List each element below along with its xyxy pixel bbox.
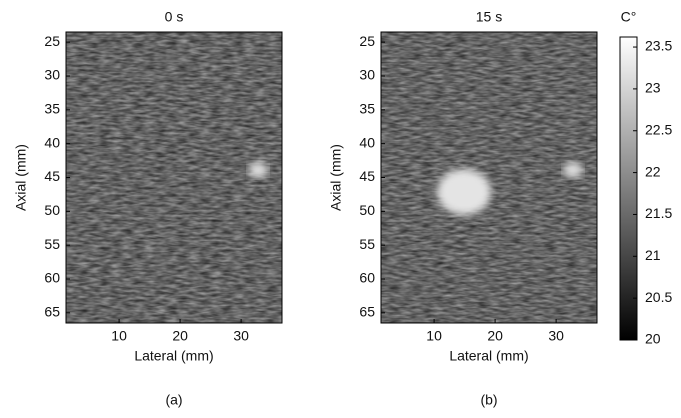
panel-caption: (b)	[480, 392, 497, 408]
colorbar-tick-label: 23	[645, 80, 661, 96]
panel-caption: (a)	[165, 392, 182, 408]
y-tick-label: 40	[44, 134, 60, 150]
heated-region	[437, 169, 491, 215]
y-tick-label: 65	[44, 304, 60, 320]
y-tick-label: 55	[359, 236, 375, 252]
colorbar-tick-label: 20	[645, 331, 661, 347]
y-tick-label: 50	[359, 202, 375, 218]
y-tick-label: 60	[44, 270, 60, 286]
y-axis-label: Axial (mm)	[328, 144, 344, 211]
colorbar	[619, 36, 638, 341]
y-tick-label: 45	[44, 168, 60, 184]
y-tick-label: 55	[44, 236, 60, 252]
colorbar-tick-label: 21.5	[645, 205, 672, 221]
y-tick-label: 35	[44, 101, 60, 117]
x-axis-label: Lateral (mm)	[134, 348, 213, 364]
panel-title: 0 s	[165, 9, 184, 25]
y-axis-label: Axial (mm)	[13, 144, 29, 211]
ultrasound-image	[66, 32, 282, 323]
y-tick-label: 25	[44, 33, 60, 49]
y-tick-label: 45	[359, 168, 375, 184]
ultrasound-image	[381, 32, 597, 323]
x-tick-label: 30	[548, 328, 564, 344]
colorbar-tick-label: 21	[645, 247, 661, 263]
y-tick-label: 30	[44, 67, 60, 83]
y-tick-label: 25	[359, 33, 375, 49]
y-tick-label: 30	[359, 67, 375, 83]
panel-title: 15 s	[476, 9, 502, 25]
x-axis-label: Lateral (mm)	[449, 348, 528, 364]
y-tick-label: 60	[359, 270, 375, 286]
x-tick-label: 10	[111, 328, 127, 344]
x-tick-label: 10	[426, 328, 442, 344]
colorbar-tick-label: 22	[645, 163, 661, 179]
colorbar-label: C°	[621, 9, 637, 25]
colorbar-tick-label: 22.5	[645, 121, 672, 137]
y-tick-label: 50	[44, 202, 60, 218]
y-tick-label: 40	[359, 134, 375, 150]
x-tick-label: 20	[172, 328, 188, 344]
x-tick-label: 20	[487, 328, 503, 344]
colorbar-tick-label: 23.5	[645, 38, 672, 54]
colorbar-tick-label: 20.5	[645, 289, 672, 305]
x-tick-label: 30	[233, 328, 249, 344]
y-tick-label: 35	[359, 101, 375, 117]
y-tick-label: 65	[359, 304, 375, 320]
